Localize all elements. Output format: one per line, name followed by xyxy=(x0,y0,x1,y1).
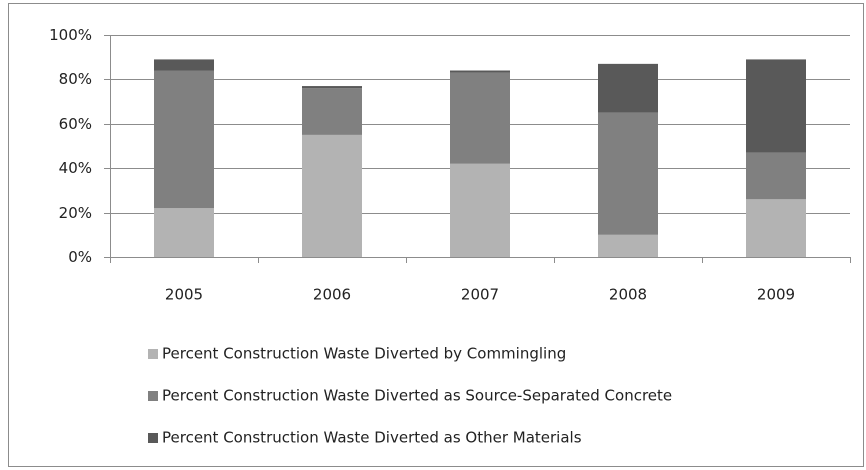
x-tick-label: 2008 xyxy=(609,286,647,304)
bar-segment xyxy=(450,72,510,164)
bar-segment xyxy=(598,112,658,235)
bar-segment xyxy=(746,152,806,200)
bar-segment xyxy=(598,63,658,113)
legend-label: Percent Construction Waste Diverted by C… xyxy=(162,345,566,363)
bar-segment xyxy=(598,234,658,257)
bar-segment xyxy=(154,70,214,209)
bar-segment xyxy=(302,88,362,135)
chart-border xyxy=(8,3,864,467)
y-tick-label: 0% xyxy=(68,248,92,266)
bar-segment xyxy=(746,199,806,257)
y-tick-label: 60% xyxy=(59,115,92,133)
bar-segment xyxy=(746,59,806,153)
y-tick-label: 100% xyxy=(49,26,92,44)
x-tick-label: 2009 xyxy=(757,286,795,304)
legend-swatch xyxy=(148,349,158,359)
bar-segment xyxy=(450,163,510,257)
bar-segment xyxy=(154,208,214,257)
legend-label: Percent Construction Waste Diverted as O… xyxy=(162,429,582,447)
bar-segment xyxy=(450,70,510,73)
legend-label: Percent Construction Waste Diverted as S… xyxy=(162,387,672,405)
x-tick-label: 2007 xyxy=(461,286,499,304)
x-tick-label: 2005 xyxy=(165,286,203,304)
y-tick-label: 80% xyxy=(59,70,92,88)
y-tick-label: 40% xyxy=(59,159,92,177)
bar-segment xyxy=(302,134,362,257)
y-tick-label: 20% xyxy=(59,204,92,222)
legend-swatch xyxy=(148,391,158,401)
bar-segment xyxy=(154,59,214,71)
bar-segment xyxy=(302,86,362,89)
legend-swatch xyxy=(148,433,158,443)
x-tick-label: 2006 xyxy=(313,286,351,304)
